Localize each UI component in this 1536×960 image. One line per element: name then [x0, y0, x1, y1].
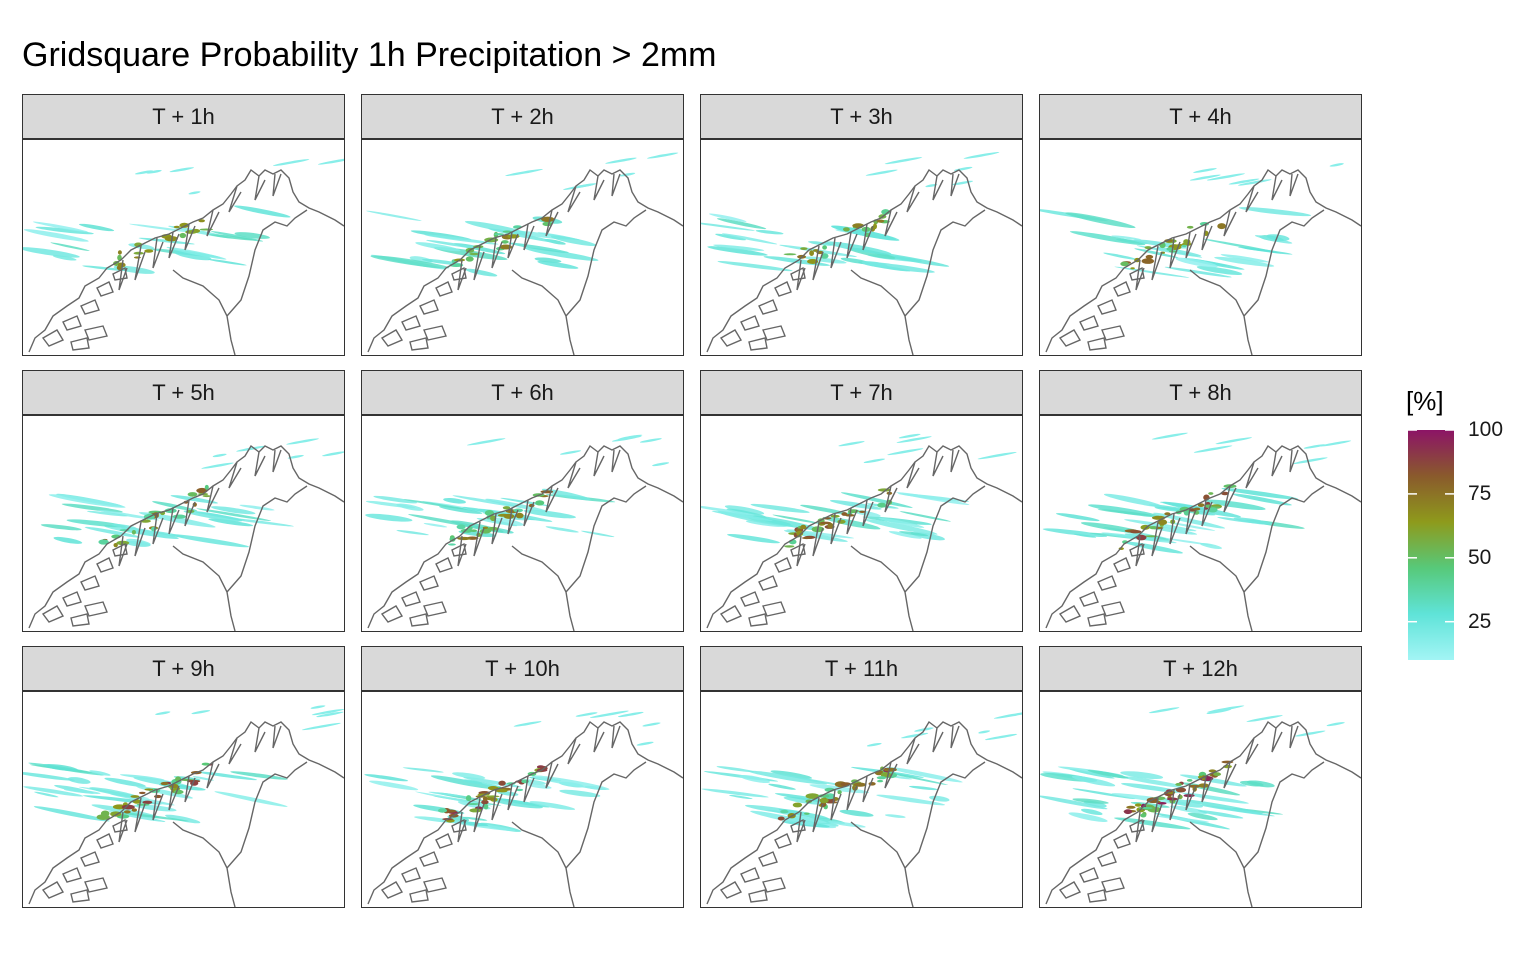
facet-panel-10: T + 10h: [361, 646, 684, 922]
map-panel: [22, 139, 345, 356]
map-panel: [361, 139, 684, 356]
facet-panel-7: T + 7h: [700, 370, 1023, 646]
precipitation-map: [701, 711, 1022, 907]
precipitation-field: [366, 152, 679, 277]
facet-panel-1: T + 1h: [22, 94, 345, 370]
facet-strip-label: T + 3h: [700, 94, 1023, 139]
facet-strip-label: T + 1h: [22, 94, 345, 139]
legend-tick-label: 25: [1468, 609, 1492, 633]
precipitation-map: [23, 705, 344, 907]
precipitation-field: [364, 710, 661, 832]
facet-panel-5: T + 5h: [22, 370, 345, 646]
facet-strip-label: T + 2h: [361, 94, 684, 139]
map-panel: [361, 691, 684, 908]
legend-tick-label: 50: [1468, 545, 1492, 569]
precipitation-field: [23, 705, 344, 824]
coastline: [1045, 720, 1361, 907]
map-panel: [22, 691, 345, 908]
coastline: [28, 444, 344, 631]
facet-panel-2: T + 2h: [361, 94, 684, 370]
coastline: [1045, 168, 1361, 355]
legend-tick-label: 100: [1468, 418, 1504, 441]
facet-panel-8: T + 8h: [1039, 370, 1362, 646]
precipitation-map: [364, 710, 683, 907]
facet-strip-label: T + 7h: [700, 370, 1023, 415]
precipitation-field: [701, 433, 1017, 548]
facet-panel-4: T + 4h: [1039, 94, 1362, 370]
page-title: Gridsquare Probability 1h Precipitation …: [22, 36, 717, 74]
facet-panel-9: T + 9h: [22, 646, 345, 922]
facet-panel-11: T + 11h: [700, 646, 1023, 922]
coastline: [1045, 444, 1361, 631]
precipitation-field: [701, 152, 1000, 273]
coastline: [367, 720, 683, 907]
precipitation-map: [701, 152, 1022, 355]
precipitation-field: [23, 158, 344, 274]
precipitation-map: [365, 434, 683, 631]
legend-tick-label: 75: [1468, 481, 1492, 505]
map-panel: [700, 415, 1023, 632]
map-panel: [1039, 415, 1362, 632]
precipitation-map: [701, 433, 1022, 631]
facet-panel-12: T + 12h: [1039, 646, 1362, 922]
facet-strip-label: T + 12h: [1039, 646, 1362, 691]
coastline: [28, 168, 344, 355]
map-panel: [22, 415, 345, 632]
precipitation-map: [28, 438, 344, 631]
coastline: [367, 444, 683, 631]
coastline: [706, 168, 1022, 355]
facet-strip-label: T + 5h: [22, 370, 345, 415]
map-panel: [361, 415, 684, 632]
facet-strip-label: T + 10h: [361, 646, 684, 691]
precipitation-field: [365, 434, 670, 546]
map-panel: [700, 139, 1023, 356]
map-panel: [1039, 139, 1362, 356]
coastline: [706, 444, 1022, 631]
precipitation-field: [1042, 432, 1352, 554]
facet-strip-label: T + 4h: [1039, 94, 1362, 139]
map-panel: [700, 691, 1023, 908]
precipitation-map: [23, 158, 344, 355]
facet-strip-label: T + 9h: [22, 646, 345, 691]
precipitation-field: [40, 438, 344, 548]
facet-strip-label: T + 8h: [1039, 370, 1362, 415]
color-legend: [%] 100 75 50 25: [1404, 386, 1524, 666]
coastline: [28, 720, 344, 907]
precipitation-map: [1042, 432, 1361, 631]
legend-colorbar: [1408, 430, 1454, 660]
facet-strip-label: T + 11h: [700, 646, 1023, 691]
facet-panel-6: T + 6h: [361, 370, 684, 646]
precipitation-map: [1040, 163, 1361, 355]
precipitation-field: [1040, 705, 1345, 830]
precipitation-map: [1040, 705, 1361, 907]
coastline: [367, 168, 683, 355]
legend-title: [%]: [1406, 386, 1444, 416]
precipitation-map: [366, 152, 683, 355]
facet-strip-label: T + 6h: [361, 370, 684, 415]
facet-panel-3: T + 3h: [700, 94, 1023, 370]
precipitation-field: [1040, 163, 1344, 278]
map-panel: [1039, 691, 1362, 908]
coastline: [706, 720, 1022, 907]
